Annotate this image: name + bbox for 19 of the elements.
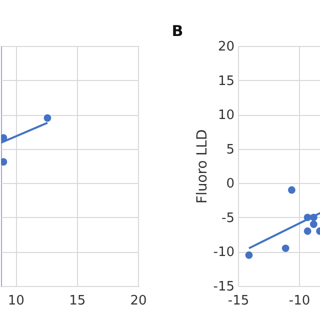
y-tick-label: 0 bbox=[226, 176, 234, 192]
y-tick-label: -5 bbox=[222, 210, 234, 226]
point bbox=[310, 220, 318, 228]
point bbox=[282, 244, 290, 252]
y-axis-title: Fluoro LLD bbox=[194, 129, 210, 204]
y-tick-label: 5 bbox=[226, 142, 234, 158]
point bbox=[245, 251, 253, 259]
y-tick-label: -10 bbox=[213, 245, 234, 260]
point bbox=[304, 227, 312, 235]
x-tick-label: 15 bbox=[69, 294, 86, 308]
y-tick-label: 15 bbox=[218, 74, 234, 89]
chart-title: B bbox=[172, 22, 184, 40]
x-tick-label: -10 bbox=[288, 294, 310, 308]
x-tick-label: 10 bbox=[8, 294, 24, 308]
point bbox=[288, 186, 296, 194]
x-tick-label: 20 bbox=[130, 294, 147, 308]
y-tick-label: 20 bbox=[218, 40, 234, 54]
y-tick-label: 10 bbox=[218, 108, 234, 124]
y-tick-label: -15 bbox=[213, 280, 234, 294]
